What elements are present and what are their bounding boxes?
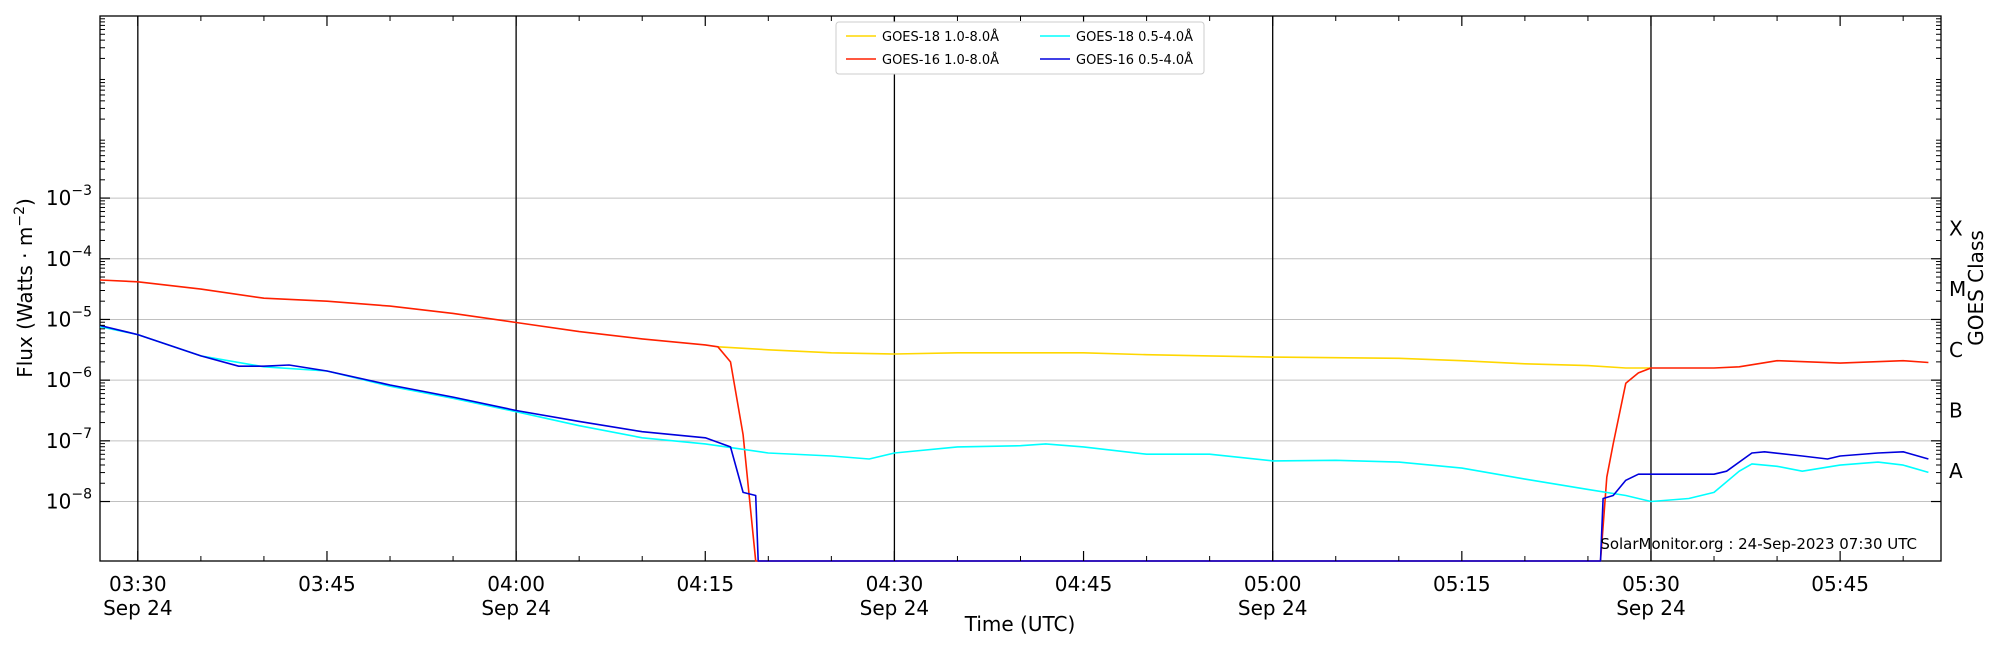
- legend: GOES-18 1.0-8.0Å GOES-16 1.0-8.0Å GOES-18 …: [835, 21, 1205, 75]
- x-tick-date-label: Sep 24: [1616, 596, 1686, 620]
- x-tick-label: 03:45: [298, 572, 356, 596]
- goes-class-label-m: M: [1949, 277, 1966, 301]
- y-axis-title: Flux (Watts · m−2): [12, 198, 37, 378]
- series-layer: [99, 279, 1929, 562]
- goes-class-label-c: C: [1949, 338, 1963, 362]
- y-tick-label: 10−8: [46, 487, 92, 514]
- series-line-4: [99, 324, 1929, 562]
- series-line-1: [717, 346, 1651, 369]
- x-tick-label: 05:45: [1811, 572, 1869, 596]
- legend-entry: GOES-18 1.0-8.0Å: [882, 29, 999, 45]
- credit-text: SolarMonitor.org : 24-Sep-2023 07:30 UTC: [1600, 535, 1917, 553]
- x-tick-label: 04:15: [676, 572, 734, 596]
- x-tick-label: 03:30: [109, 572, 167, 596]
- x-tick-date-label: Sep 24: [103, 596, 173, 620]
- goes-class-label-b: B: [1949, 398, 1963, 422]
- series-line-2: [99, 279, 1929, 562]
- y-tick-label: 10−7: [46, 426, 92, 453]
- x-tick-label: 04:30: [866, 572, 924, 596]
- x-tick-label: 05:15: [1433, 572, 1491, 596]
- legend-entry: GOES-16 1.0-8.0Å: [882, 52, 999, 68]
- y-tick-label: 10−3: [46, 183, 92, 210]
- x-tick-date-label: Sep 24: [860, 596, 930, 620]
- right-axis-title: GOES Class: [1964, 230, 1988, 346]
- legend-entry: GOES-18 0.5-4.0Å: [1076, 29, 1193, 45]
- y-tick-label: 10−6: [46, 365, 92, 392]
- vertical-lines: [137, 16, 1652, 561]
- x-tick-label: 04:00: [487, 572, 545, 596]
- series-line-3: [99, 325, 1929, 503]
- x-tick-date-label: Sep 24: [1238, 596, 1308, 620]
- goes-class-label-a: A: [1949, 459, 1963, 483]
- x-axis-title: Time (UTC): [964, 612, 1076, 636]
- y-axis-ticks: 10−3 10−4 10−5 10−6 10−7 10−8: [46, 18, 1941, 514]
- x-tick-label: 04:45: [1055, 572, 1113, 596]
- x-tick-date-label: Sep 24: [481, 596, 551, 620]
- y-tick-label: 10−5: [46, 304, 92, 331]
- x-tick-label: 05:00: [1244, 572, 1302, 596]
- y-tick-label: 10−4: [46, 244, 92, 271]
- goes-class-label-x: X: [1949, 216, 1963, 240]
- goes-class-labels: X M C B A: [1949, 216, 1966, 483]
- x-tick-label: 05:30: [1622, 572, 1680, 596]
- legend-box: [835, 21, 1205, 75]
- grid-layer: [100, 197, 1941, 503]
- legend-entry: GOES-16 0.5-4.0Å: [1076, 52, 1193, 68]
- plot-frame: [99, 15, 1942, 562]
